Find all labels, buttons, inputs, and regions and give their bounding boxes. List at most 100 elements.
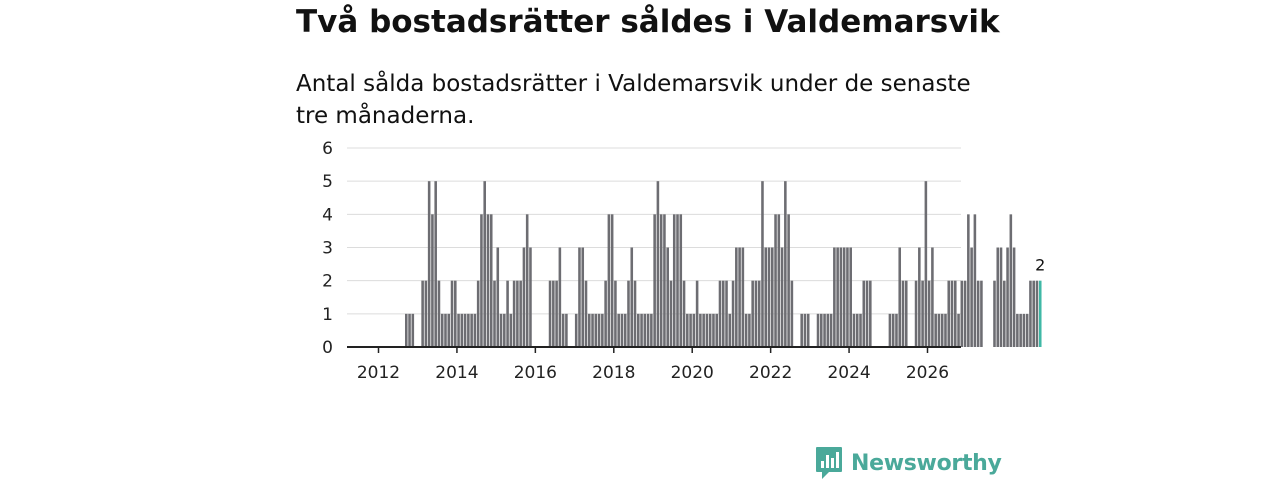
bar (601, 313, 604, 347)
y-tick-label: 0 (322, 338, 333, 358)
bar (421, 280, 424, 347)
bar (695, 280, 699, 347)
bar (944, 313, 947, 347)
bar (735, 247, 738, 347)
bar (970, 247, 973, 347)
bar (614, 280, 617, 347)
bar (712, 313, 715, 347)
bar (787, 214, 790, 347)
bar (708, 313, 712, 347)
bar (715, 313, 719, 347)
bar (404, 313, 408, 347)
bar (620, 313, 624, 347)
bar (470, 313, 473, 347)
bar (689, 313, 692, 347)
bar (565, 313, 568, 347)
x-tick-label: 2014 (435, 363, 478, 383)
bar (774, 214, 777, 347)
bar (820, 313, 823, 347)
bar (637, 313, 640, 347)
bar (754, 280, 758, 347)
bar (741, 247, 745, 347)
bar (967, 214, 970, 347)
bar (839, 247, 843, 347)
bar (993, 280, 996, 347)
newsworthy-logo[interactable]: Newsworthy (815, 446, 1002, 480)
bar (738, 247, 741, 347)
x-tick-label: 2024 (827, 363, 870, 383)
bar (898, 247, 902, 347)
bar (829, 313, 833, 347)
bar (927, 280, 931, 347)
bar (999, 247, 1003, 347)
bar (591, 313, 594, 347)
bar (1032, 280, 1035, 347)
bar (676, 214, 679, 347)
bar (548, 280, 552, 347)
bar (633, 280, 637, 347)
x-tick-label: 2016 (514, 363, 557, 383)
bar (963, 280, 967, 347)
bar (656, 181, 660, 347)
bar (744, 313, 748, 347)
bar (996, 247, 1000, 347)
bar (480, 214, 483, 347)
x-tick-label: 2012 (357, 363, 400, 383)
y-tick-label: 1 (322, 305, 333, 325)
bar (846, 247, 849, 347)
bar (427, 181, 431, 347)
bar (1035, 280, 1039, 347)
bar (823, 313, 826, 347)
bar (924, 181, 928, 347)
bar (499, 313, 503, 347)
bar (780, 247, 784, 347)
bar (836, 247, 839, 347)
bar (463, 313, 467, 347)
bar (790, 280, 794, 347)
bar (509, 313, 513, 347)
bar (728, 313, 732, 347)
bar (806, 313, 810, 347)
bar (960, 280, 964, 347)
x-tick-label: 2018 (592, 363, 635, 383)
bar (489, 214, 493, 347)
bar (1006, 247, 1009, 347)
bar (1019, 313, 1022, 347)
bar (800, 313, 803, 347)
bar (686, 313, 689, 347)
bar (581, 247, 585, 347)
bar (672, 214, 676, 347)
bar (767, 247, 771, 347)
bar (457, 313, 460, 347)
bar (931, 247, 934, 347)
y-tick-label: 5 (322, 172, 333, 192)
bar (705, 313, 709, 347)
bar (934, 313, 937, 347)
y-tick-label: 2 (322, 272, 333, 292)
bar (1025, 313, 1029, 347)
bar-value-label: 2 (1035, 256, 1045, 275)
bar (431, 214, 434, 347)
bar (921, 280, 924, 347)
bar (888, 313, 892, 347)
bar (623, 313, 627, 347)
bar (663, 214, 666, 347)
bar (447, 313, 451, 347)
bar (855, 313, 859, 347)
bar (666, 247, 669, 347)
bar (1029, 280, 1032, 347)
bar (914, 280, 918, 347)
bar (597, 313, 601, 347)
bar (473, 313, 477, 347)
bar (852, 313, 856, 347)
bar (561, 313, 565, 347)
bar (643, 313, 647, 347)
bar (483, 181, 486, 347)
bar (764, 247, 768, 347)
bar (980, 280, 983, 347)
bar (895, 313, 898, 347)
bar (751, 280, 754, 347)
chart-subtitle: Antal sålda bostadsrätter i Valdemarsvik… (296, 71, 971, 129)
bar (725, 280, 728, 347)
bar (506, 280, 509, 347)
